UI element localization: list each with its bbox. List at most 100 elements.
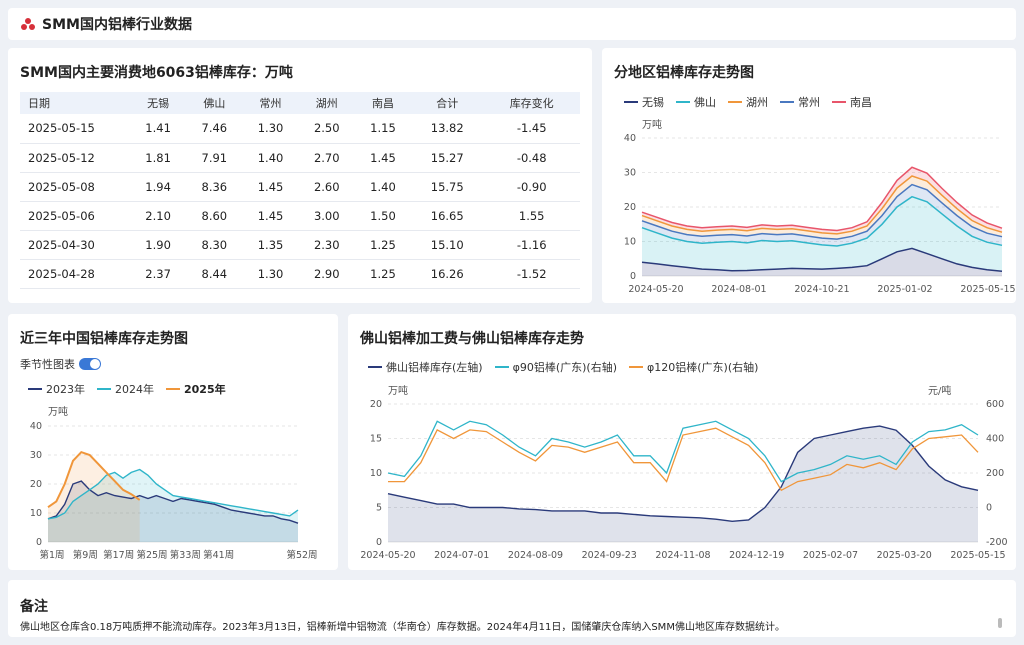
y-right-tick-label: 200 [986,468,1004,479]
y-tick-label: 0 [36,537,42,548]
x-tick-label: 第25周 [136,549,167,561]
legend-item[interactable]: 2025年 [166,381,226,397]
table-cell: -0.90 [483,172,580,202]
table-cell: 1.81 [130,143,187,173]
x-tick-label: 2024-12-19 [729,550,784,561]
table-cell: -1.52 [483,259,580,289]
x-tick-label: 2025-02-07 [803,550,858,561]
legend-label: 2024年 [115,383,154,396]
table-cell: 13.82 [411,114,484,144]
y-tick-label: 30 [624,168,636,179]
x-tick-label: 第9周 [73,549,98,561]
table-cell: 1.45 [242,201,299,231]
y-tick-label: 40 [30,421,42,432]
legend-item[interactable]: 湖州 [728,94,768,110]
x-tick-label: 2025-05-15 [950,550,1005,561]
table-cell: 2025-04-30 [20,230,130,260]
table-cell: 16.65 [411,201,484,231]
table-cell: 15.10 [411,230,484,260]
legend-item[interactable]: 无锡 [624,94,664,110]
x-tick-label: 2024-10-21 [794,284,849,295]
notes-title: 备注 [20,599,48,615]
table-cell: 3.00 [298,201,355,231]
y-tick-label: 20 [30,479,42,490]
legend-swatch [780,101,794,103]
y-tick-label: 10 [370,468,382,479]
legend-label: 2025年 [184,383,226,396]
area-fill-2024年 [48,469,298,542]
series-line-无锡 [641,247,1003,272]
notes-scrollbar[interactable] [998,618,1002,628]
legend-swatch [368,366,382,368]
table-cell: 1.45 [242,172,299,202]
legend-item[interactable]: 佛山铝棒库存(左轴) [368,359,483,375]
series-line-2024年 [47,468,299,520]
area-fill-无锡 [642,248,1002,276]
legend-item[interactable]: φ120铝棒(广东)(右轴) [629,359,758,375]
seasonal-chart-legend: 2023年 2024年 2025年 [28,381,238,397]
legend-swatch [494,366,509,368]
legend-label: 佛山 [694,96,716,109]
y-tick-label: 5 [376,503,382,514]
area-fill-inventory [388,426,978,542]
col-header: 常州 [242,92,299,114]
legend-label: 湖州 [746,96,768,109]
legend-label: φ120铝棒(广东)(右轴) [647,361,759,374]
x-tick-label: 2024-05-20 [360,550,415,561]
toggle-knob [90,359,100,369]
x-tick-label: 2025-01-02 [877,284,932,295]
table-cell: 2.10 [130,201,187,231]
table-row: 2025-05-06 2.10 8.60 1.45 3.00 1.50 16.65 1.55 [20,201,580,231]
table-cell: 1.40 [354,172,412,202]
table-cell: 8.36 [186,172,243,202]
legend-item[interactable]: 南昌 [832,94,872,110]
table-cell: 15.75 [411,172,484,202]
legend-swatch [28,388,42,390]
table-row: 2025-04-28 2.37 8.44 1.30 2.90 1.25 16.26 -1.52 [20,259,580,289]
y-tick-label: 10 [624,237,636,248]
table-cell: 1.50 [354,201,412,231]
table-cell: 8.44 [186,259,243,289]
table-cell: 2.70 [298,143,355,173]
x-tick-label: 2024-11-08 [655,550,710,561]
notes-card: 备注 佛山地区仓库含0.18万吨质押不能流动库存。2023年3月13日，铝棒新增… [8,580,1016,637]
table-cell: 7.46 [186,114,243,144]
legend-item[interactable]: 佛山 [676,94,716,110]
y-right-tick-label: -200 [986,537,1008,548]
table-cell: 15.27 [411,143,484,173]
x-tick-label: 2024-08-01 [711,284,766,295]
table-cell: 2.50 [298,114,355,144]
y-tick-label: 40 [624,133,636,144]
table-cell: 1.25 [354,230,412,260]
y-tick-label: 20 [624,202,636,213]
col-header: 湖州 [298,92,355,114]
seasonal-chart-title: 近三年中国铝棒库存走势图 [20,331,188,347]
col-header: 南昌 [354,92,412,114]
legend-swatch [832,101,846,103]
y-tick-label: 15 [370,434,382,445]
seasonal-toggle-switch[interactable] [79,358,101,370]
legend-item[interactable]: φ90铝棒(广东)(右轴) [494,359,617,375]
y-tick-label: 30 [30,450,42,461]
legend-label: 常州 [798,96,820,109]
series-line-φ120铝棒(广东)(右轴) [388,427,979,492]
col-header: 日期 [20,92,130,114]
table-cell: -1.16 [483,230,580,260]
x-tick-label: 第41周 [203,549,234,561]
legend-item[interactable]: 常州 [780,94,820,110]
legend-item[interactable]: 2023年 [28,381,85,397]
page-title: SMM国内铝棒行业数据 [42,17,192,33]
notes-text: 佛山地区仓库含0.18万吨质押不能流动库存。2023年3月13日，铝棒新增中铝物… [20,622,785,633]
table-cell: 1.35 [242,230,299,260]
area-fill-佛山 [642,196,1002,272]
legend-item[interactable]: 2024年 [97,381,154,397]
col-header: 佛山 [186,92,243,114]
series-line-2025年 [47,450,141,509]
x-tick-label: 2024-05-20 [628,284,683,295]
fee-unit-right: 元/吨 [928,386,952,397]
area-fill-2023年 [48,481,298,542]
table-cell: 2.60 [298,172,355,202]
y-right-tick-label: 0 [986,503,992,514]
x-tick-label: 2024-08-09 [508,550,563,561]
table-cell: 1.90 [130,230,187,260]
